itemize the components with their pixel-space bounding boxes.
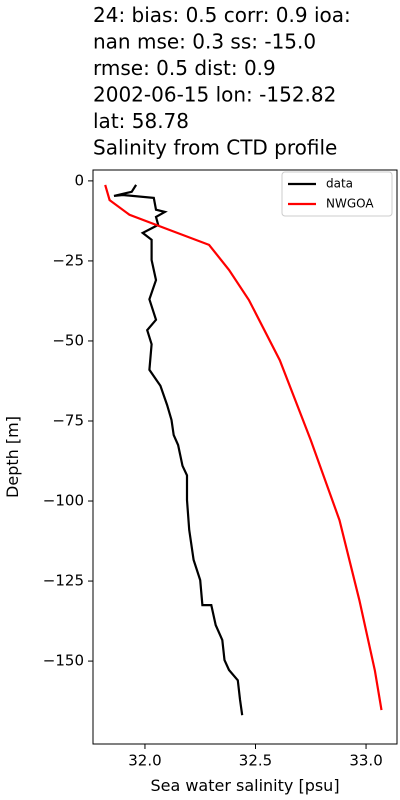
data-line (104, 184, 383, 711)
legend-label: NWGOA (326, 197, 374, 211)
y-tick-label: −75 (52, 411, 84, 429)
chart-title: 2002-06-15 lon: -152.82 (93, 83, 336, 107)
y-tick-label: −25 (52, 251, 84, 269)
y-tick-label: −150 (43, 652, 84, 670)
data-line (113, 184, 244, 716)
chart-title: nan mse: 0.3 ss: -15.0 (93, 30, 316, 54)
chart-title: Salinity from CTD profile (93, 136, 337, 160)
y-axis-label: Depth [m] (3, 416, 22, 498)
x-axis-label: Sea water salinity [psu] (150, 776, 339, 795)
chart-title: rmse: 0.5 dist: 0.9 (93, 56, 276, 80)
y-tick-label: −50 (52, 331, 84, 349)
x-tick-label: 32.0 (128, 752, 161, 770)
x-tick-label: 32.5 (239, 752, 272, 770)
plot-frame (92, 169, 398, 745)
y-tick-label: −100 (43, 492, 84, 510)
chart-title: lat: 58.78 (93, 109, 189, 133)
chart-title: 24: bias: 0.5 corr: 0.9 ioa: (93, 3, 351, 27)
y-tick-label: −125 (43, 572, 84, 590)
y-tick-label: 0 (74, 171, 84, 189)
x-tick-label: 33.0 (349, 752, 382, 770)
legend-label: data (326, 177, 353, 191)
